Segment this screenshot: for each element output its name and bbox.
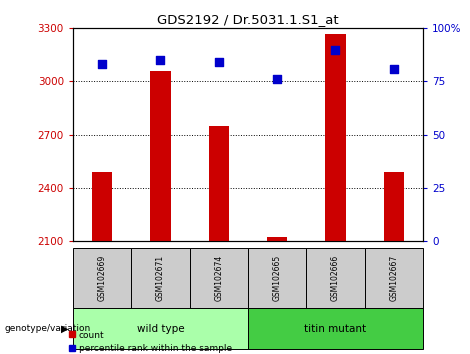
Bar (150, 71, 171, 241)
Point (98, 62, 106, 67)
Bar (365, 248, 423, 308)
Bar (248, 248, 306, 308)
Text: wild type: wild type (137, 324, 184, 333)
Bar (325, 34, 345, 241)
Bar (248, 308, 423, 349)
Text: ▶: ▶ (61, 324, 68, 333)
Bar (92, 172, 112, 241)
Point (332, 47, 339, 52)
Bar (131, 248, 189, 308)
Text: GSM102667: GSM102667 (389, 255, 398, 301)
Text: GSM102674: GSM102674 (214, 255, 223, 301)
Bar (73, 248, 131, 308)
Bar (306, 248, 365, 308)
Point (274, 76, 281, 82)
Text: titin mutant: titin mutant (305, 324, 367, 333)
Bar (267, 237, 287, 241)
Bar (189, 248, 248, 308)
Point (157, 57, 164, 63)
Point (215, 59, 222, 65)
Bar (73, 308, 248, 349)
Text: genotype/variation: genotype/variation (5, 324, 91, 333)
Title: GDS2192 / Dr.5031.1.S1_at: GDS2192 / Dr.5031.1.S1_at (157, 13, 339, 26)
Text: GSM102671: GSM102671 (156, 255, 165, 301)
Text: GSM102669: GSM102669 (98, 255, 107, 301)
Text: GSM102665: GSM102665 (273, 255, 282, 301)
Bar (209, 126, 229, 241)
Bar (384, 172, 404, 241)
Text: GSM102666: GSM102666 (331, 255, 340, 301)
Legend: count, percentile rank within the sample: count, percentile rank within the sample (68, 331, 232, 353)
Point (390, 66, 398, 72)
